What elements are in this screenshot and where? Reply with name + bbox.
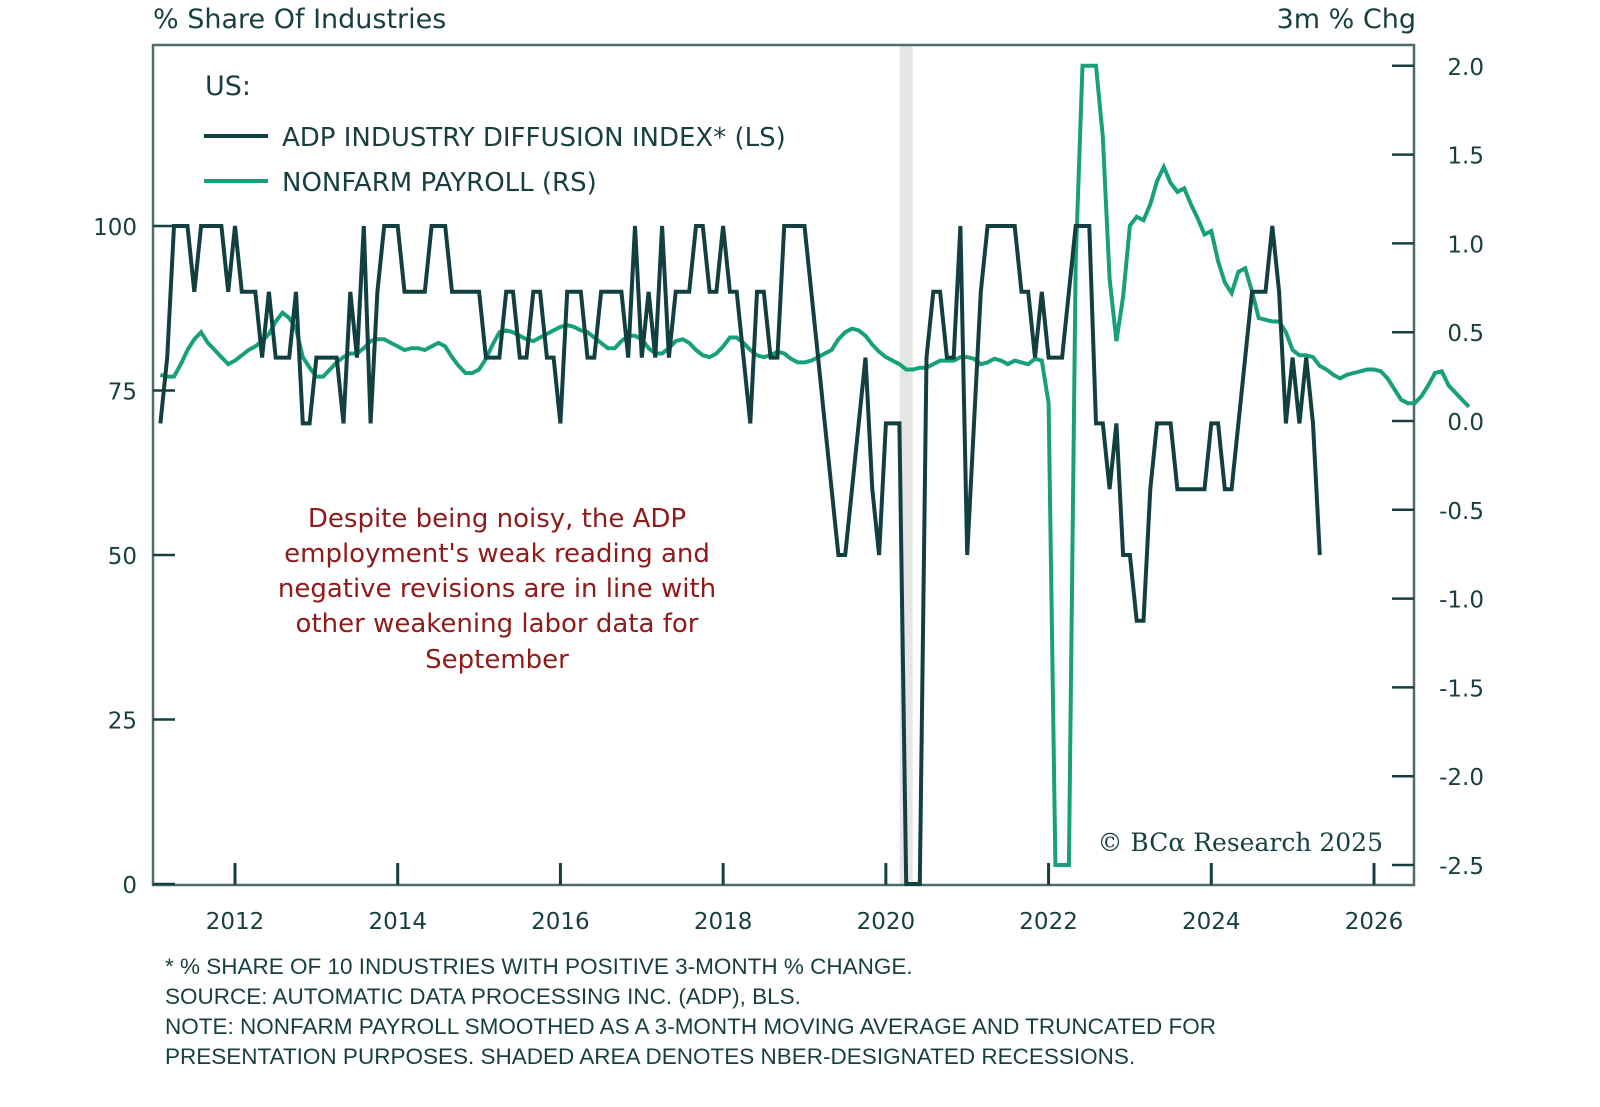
annotation-line: Despite being noisy, the ADP [308,504,686,534]
x-tick-label: 2014 [368,909,427,935]
right-tick-label: -1.5 [1439,676,1484,702]
plot-frame [151,43,1416,887]
legend-title: US: [205,71,251,102]
right-tick-label: -0.5 [1439,499,1484,525]
right-axis: 2.0 1.5 1.0 0.5 0.0 -0.5 -1.0 -1.5 -2.0 -2.5 [1392,55,1484,880]
x-tick-label: 2018 [694,909,753,935]
right-tick-label: -2.5 [1439,854,1484,880]
adp-diffusion-index-line [158,224,1322,886]
left-tick-label: 75 [108,380,137,406]
footnote-line: SOURCE: AUTOMATIC DATA PROCESSING INC. (… [165,984,801,1009]
x-axis: 2012 2014 2016 2018 2020 2022 2024 2026 [206,863,1404,935]
annotation-line: negative revisions are in line with [278,574,716,604]
right-axis-title: 3m % Chg [1277,4,1416,35]
annotation-line: other weakening labor data for [296,609,699,639]
legend-label-adp: ADP INDUSTRY DIFFUSION INDEX* (LS) [282,123,786,153]
x-tick-label: 2020 [857,909,916,935]
legend-label-nonfarm: NONFARM PAYROLL (RS) [282,168,597,198]
right-tick-label: 0.5 [1447,321,1484,347]
annotation-line: employment's weak reading and [284,539,710,569]
series-layer [158,63,1471,886]
annotation-line: September [425,645,569,675]
x-tick-label: 2016 [531,909,590,935]
nonfarm-payroll-line [159,63,1471,867]
right-tick-label: 1.0 [1447,232,1484,258]
legend: US: ADP INDUSTRY DIFFUSION INDEX* (LS) N… [204,71,786,198]
left-tick-label: 50 [108,544,137,570]
right-tick-label: -1.0 [1439,588,1484,614]
right-tick-label: 0.0 [1447,410,1484,436]
right-tick-label: 2.0 [1447,55,1484,81]
x-tick-label: 2026 [1345,909,1404,935]
right-tick-label: -2.0 [1439,765,1484,791]
footnotes: * % SHARE OF 10 INDUSTRIES WITH POSITIVE… [165,954,1216,1069]
x-tick-label: 2022 [1019,909,1078,935]
left-axis: 0 25 50 75 100 [93,215,175,899]
footnote-line: NOTE: NONFARM PAYROLL SMOOTHED AS A 3-MO… [165,1014,1216,1039]
left-axis-title: % Share Of Industries [153,4,446,35]
left-tick-label: 0 [122,873,137,899]
copyright-text: © BCα Research 2025 [1097,828,1383,857]
right-tick-label: 1.5 [1447,144,1484,170]
footnote-line: * % SHARE OF 10 INDUSTRIES WITH POSITIVE… [165,954,913,979]
x-tick-label: 2012 [206,909,265,935]
left-tick-label: 25 [108,709,137,735]
footnote-line: PRESENTATION PURPOSES. SHADED AREA DENOT… [165,1044,1135,1069]
left-tick-label: 100 [93,215,137,241]
x-tick-label: 2024 [1182,909,1241,935]
annotation: Despite being noisy, the ADP employment'… [278,504,716,675]
